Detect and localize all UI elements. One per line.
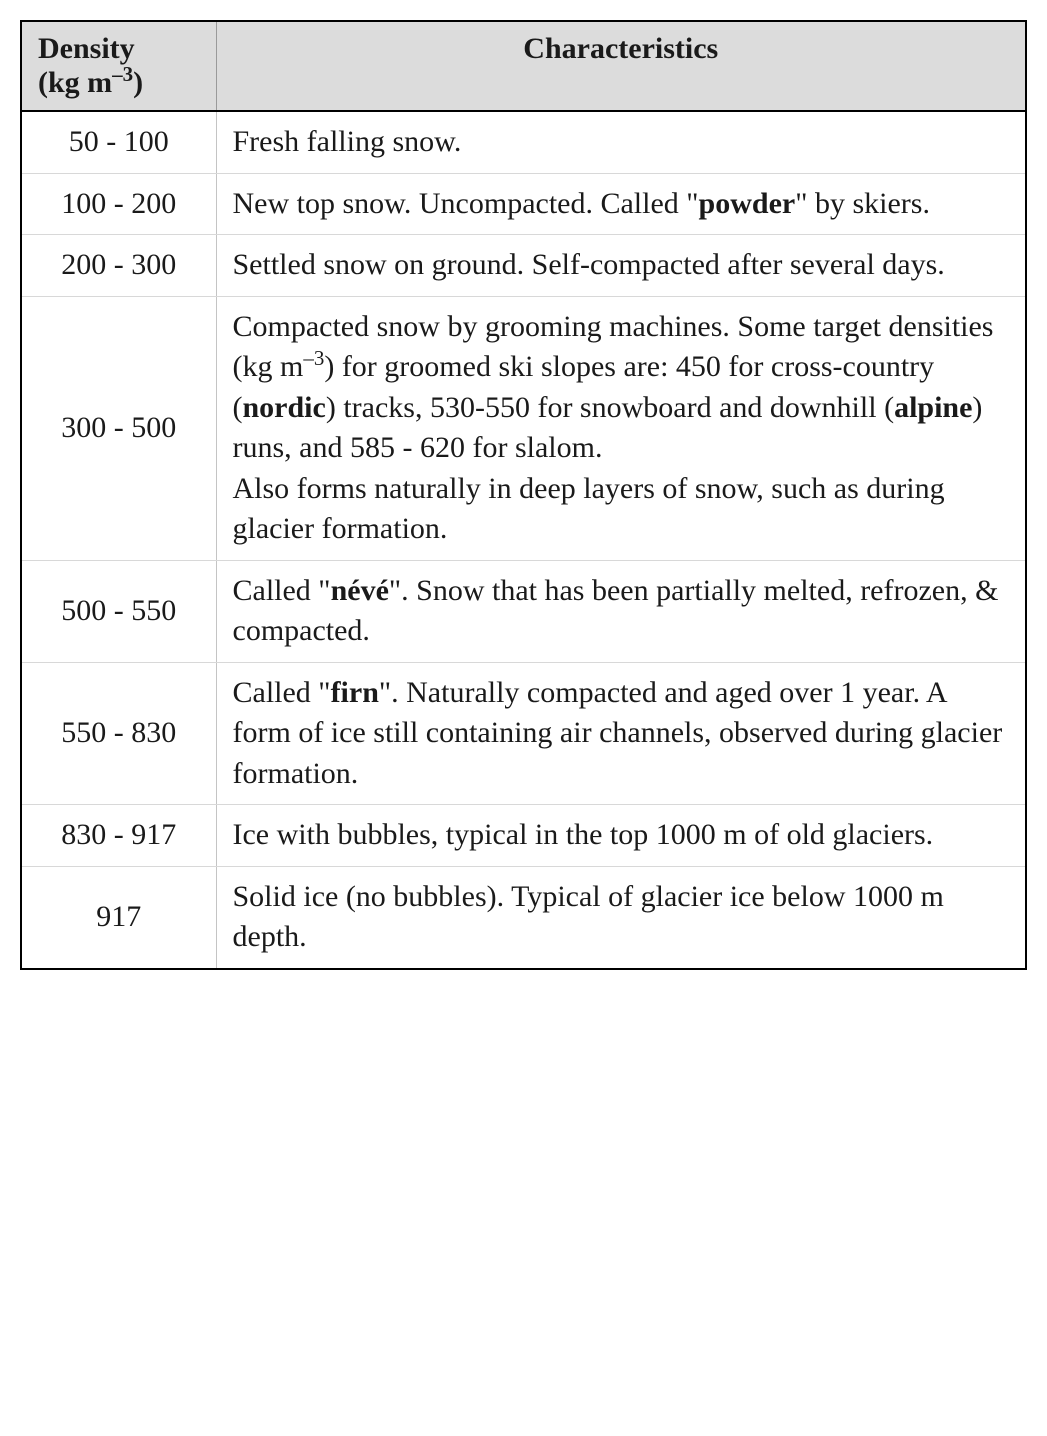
- density-cell: 830 - 917: [21, 805, 216, 867]
- table-body: 50 - 100Fresh falling snow.100 - 200New …: [21, 111, 1026, 969]
- density-cell: 550 - 830: [21, 662, 216, 805]
- characteristics-cell: Fresh falling snow.: [216, 111, 1026, 173]
- header-density-unit-suffix: ): [133, 66, 143, 99]
- header-characteristics: Characteristics: [216, 21, 1026, 111]
- header-density: Density (kg m–3): [21, 21, 216, 111]
- characteristics-cell: Solid ice (no bubbles). Typical of glaci…: [216, 866, 1026, 969]
- table-row: 300 - 500Compacted snow by grooming mach…: [21, 296, 1026, 560]
- table-header-row: Density (kg m–3) Characteristics: [21, 21, 1026, 111]
- density-cell: 200 - 300: [21, 235, 216, 297]
- header-density-unit-sup: –3: [112, 62, 133, 86]
- table-row: 100 - 200New top snow. Uncompacted. Call…: [21, 173, 1026, 235]
- table-row: 550 - 830Called "firn". Naturally compac…: [21, 662, 1026, 805]
- density-cell: 50 - 100: [21, 111, 216, 173]
- table-row: 200 - 300Settled snow on ground. Self-co…: [21, 235, 1026, 297]
- table-row: 500 - 550Called "névé". Snow that has be…: [21, 560, 1026, 662]
- characteristics-cell: Compacted snow by grooming machines. Som…: [216, 296, 1026, 560]
- density-cell: 917: [21, 866, 216, 969]
- characteristics-cell: Settled snow on ground. Self-compacted a…: [216, 235, 1026, 297]
- table-row: 830 - 917Ice with bubbles, typical in th…: [21, 805, 1026, 867]
- header-density-unit-prefix: (kg m: [38, 66, 112, 99]
- density-cell: 500 - 550: [21, 560, 216, 662]
- density-cell: 300 - 500: [21, 296, 216, 560]
- table-row: 917Solid ice (no bubbles). Typical of gl…: [21, 866, 1026, 969]
- characteristics-cell: New top snow. Uncompacted. Called "powde…: [216, 173, 1026, 235]
- characteristics-cell: Called "firn". Naturally compacted and a…: [216, 662, 1026, 805]
- snow-density-table: Density (kg m–3) Characteristics 50 - 10…: [20, 20, 1027, 970]
- density-cell: 100 - 200: [21, 173, 216, 235]
- characteristics-cell: Ice with bubbles, typical in the top 100…: [216, 805, 1026, 867]
- characteristics-cell: Called "névé". Snow that has been partia…: [216, 560, 1026, 662]
- header-density-line1: Density: [38, 32, 135, 65]
- table-row: 50 - 100Fresh falling snow.: [21, 111, 1026, 173]
